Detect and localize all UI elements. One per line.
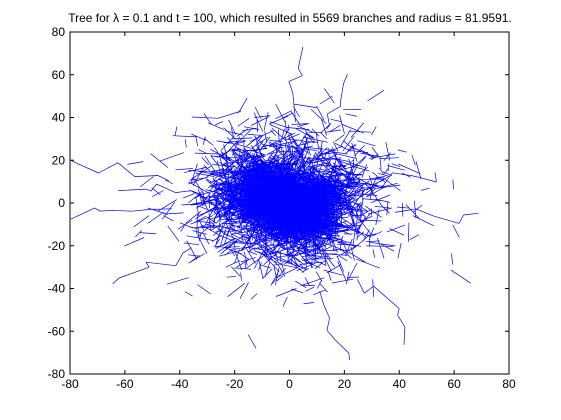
y-tick-label: -20 bbox=[48, 239, 66, 253]
x-tick-label: -60 bbox=[116, 377, 134, 391]
chart-title: Tree for λ = 0.1 and t = 100, which resu… bbox=[68, 11, 512, 25]
y-tick-label: 40 bbox=[52, 111, 66, 125]
x-tick-label: -80 bbox=[61, 377, 79, 391]
y-axis: -80 -60 -40 -20 0 20 40 60 80 bbox=[48, 25, 509, 381]
x-tick-label: -40 bbox=[171, 377, 189, 391]
x-axis: -80 -60 -40 -20 0 20 40 60 80 bbox=[61, 32, 516, 391]
x-tick-label: 60 bbox=[447, 377, 461, 391]
y-tick-label: -40 bbox=[48, 282, 66, 296]
x-tick-label: 20 bbox=[338, 377, 352, 391]
y-tick-label: -80 bbox=[48, 367, 66, 381]
x-tick-label: 80 bbox=[502, 377, 516, 391]
y-tick-label: 80 bbox=[52, 25, 66, 39]
x-tick-label: -20 bbox=[226, 377, 244, 391]
x-tick-label: 40 bbox=[393, 377, 407, 391]
y-tick-label: 60 bbox=[52, 68, 66, 82]
y-tick-label: 20 bbox=[52, 153, 66, 167]
tree-branches-series bbox=[70, 46, 479, 361]
y-tick-label: 0 bbox=[58, 196, 65, 210]
x-tick-label: 0 bbox=[286, 377, 293, 391]
plot-area bbox=[70, 46, 479, 361]
y-tick-label: -60 bbox=[48, 324, 66, 338]
